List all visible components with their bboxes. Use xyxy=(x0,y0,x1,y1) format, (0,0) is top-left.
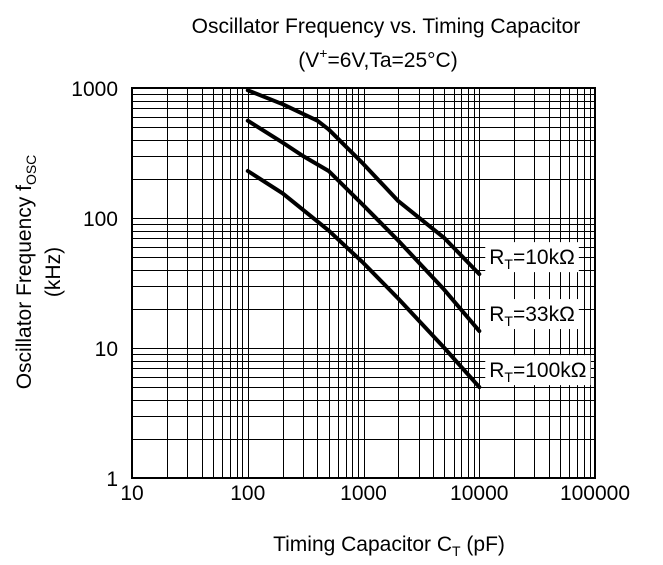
series-label-value: =33kΩ xyxy=(513,303,575,326)
series-label-background xyxy=(485,355,591,386)
series-line-3 xyxy=(245,169,482,390)
series-label-background xyxy=(485,299,579,330)
x-tick-label: 10 xyxy=(120,482,143,505)
subtitle-superscript: + xyxy=(319,45,327,61)
x-tick-label: 100 xyxy=(230,482,265,505)
series-label-subscript: T xyxy=(504,256,513,272)
series-label-value: =100kΩ xyxy=(513,359,587,382)
series-line-1 xyxy=(245,88,482,277)
y-axis-label-subscript: OSC xyxy=(23,155,39,185)
y-axis-label-main: Oscillator Frequency f xyxy=(13,185,36,389)
series-label-3: RT=100kΩ xyxy=(489,359,586,385)
y-axis-unit: (kHz) xyxy=(42,247,65,297)
series-label-main: R xyxy=(489,303,504,326)
y-tick-label: 100 xyxy=(83,208,118,231)
subtitle-rest: =6V,Ta=25°C) xyxy=(327,49,457,72)
series-label-main: R xyxy=(489,246,504,269)
x-axis-label-unit: (pF) xyxy=(461,533,505,556)
x-axis-label: Timing Capacitor CT (pF) xyxy=(273,533,505,559)
series-label-1: RT=10kΩ xyxy=(489,246,575,272)
series-label-main: R xyxy=(489,359,504,382)
series-label-value: =10kΩ xyxy=(513,246,575,269)
series-line-2 xyxy=(245,118,482,334)
chart-title: Oscillator Frequency vs. Timing Capacito… xyxy=(192,15,581,38)
x-tick-label: 100000 xyxy=(560,482,630,505)
subtitle-prefix: (V xyxy=(298,49,319,72)
series-layer xyxy=(245,88,482,390)
x-axis-label-main: Timing Capacitor C xyxy=(273,533,452,556)
plot-frame xyxy=(131,87,596,479)
x-tick-label: 1000 xyxy=(340,482,387,505)
y-tick-label: 1 xyxy=(106,468,118,491)
y-tick-label: 1000 xyxy=(71,78,118,101)
y-tick-label: 10 xyxy=(95,338,118,361)
series-label-subscript: T xyxy=(504,369,513,385)
series-label-2: RT=33kΩ xyxy=(489,303,575,329)
y-axis-label: Oscillator Frequency fOSC xyxy=(13,155,39,390)
x-tick-label: 10000 xyxy=(450,482,508,505)
x-axis-label-subscript: T xyxy=(452,543,461,559)
chart-subtitle: (V+=6V,Ta=25°C) xyxy=(298,45,457,72)
series-label-background xyxy=(485,242,579,273)
series-label-subscript: T xyxy=(504,313,513,329)
